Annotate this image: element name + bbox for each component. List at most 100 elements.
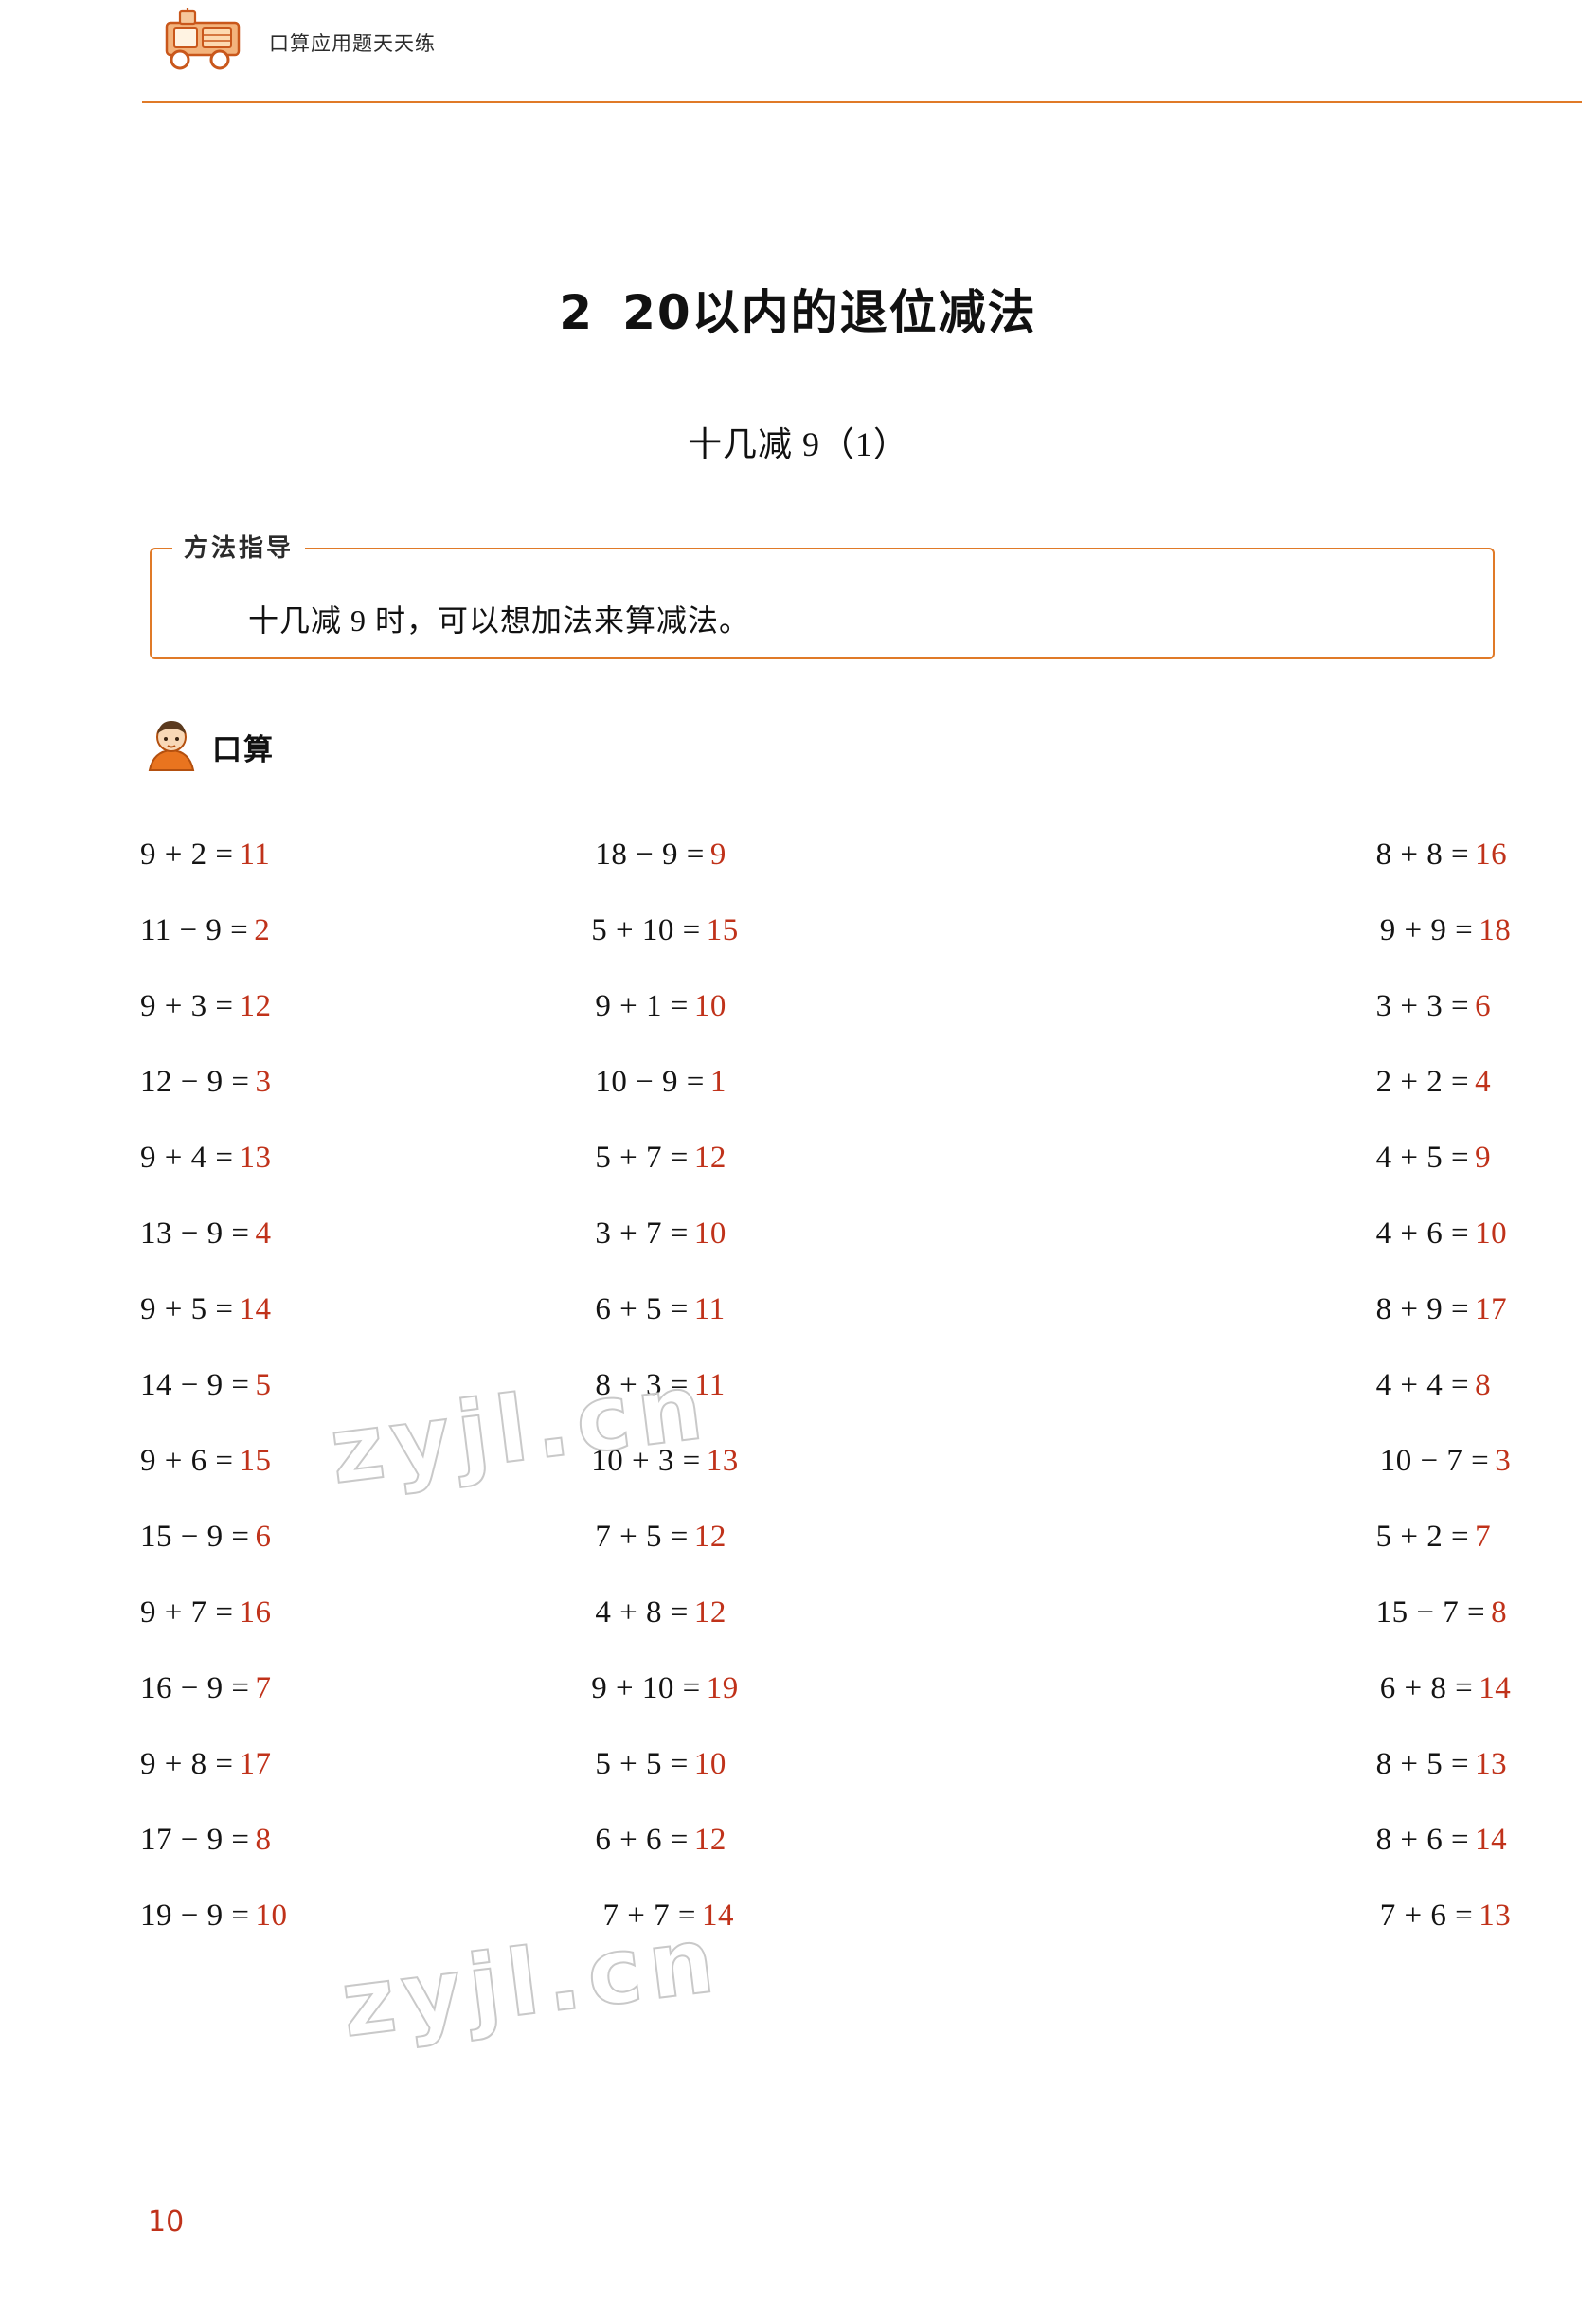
problem-row: 9 + 5 = 14 6 + 5 = 11 8 + 9 = 17 [114,1271,1515,1347]
problem-answer[interactable]: 13 [706,1443,739,1478]
problem-cell: 5 + 7 = 12 [279,1141,734,1176]
problem-row: 11 − 9 = 2 5 + 10 = 15 9 + 9 = 18 [114,892,1515,968]
problem-expression: 5 + 7 = [595,1140,689,1175]
problem-cell: 13 − 9 = 4 [114,1216,279,1252]
header-divider [142,101,1582,103]
problem-answer[interactable]: 13 [1479,1898,1512,1933]
problem-answer[interactable]: 10 [1475,1216,1508,1251]
problem-expression: 4 + 5 = [1375,1140,1470,1175]
problem-answer[interactable]: 15 [706,912,739,947]
problem-cell: 3 + 3 = 6 [735,989,1515,1024]
problem-expression: 8 + 9 = [1375,1291,1470,1326]
problem-cell: 4 + 4 = 8 [735,1368,1515,1403]
problem-answer[interactable]: 1 [709,1064,726,1099]
problem-answer[interactable]: 8 [1475,1367,1492,1402]
problem-answer[interactable]: 10 [255,1898,288,1933]
problem-expression: 4 + 6 = [1375,1216,1470,1251]
problem-expression: 9 + 6 = [140,1443,234,1478]
problem-answer[interactable]: 10 [693,1746,726,1781]
problem-expression: 9 + 5 = [140,1291,234,1326]
problem-cell: 8 + 5 = 13 [735,1747,1515,1782]
problem-answer[interactable]: 10 [693,988,726,1023]
problem-row: 16 − 9 = 7 9 + 10 = 19 6 + 8 = 14 [114,1650,1515,1726]
problem-expression: 6 + 8 = [1379,1670,1474,1705]
problem-cell: 16 − 9 = 7 [114,1671,276,1706]
problem-answer[interactable]: 12 [693,1594,726,1630]
problem-answer[interactable]: 18 [1479,912,1512,947]
problem-expression: 13 − 9 = [140,1216,250,1251]
problem-cell: 9 + 10 = 19 [276,1671,738,1706]
section-title: 十几减 9（1） [687,425,908,463]
problem-expression: 8 + 5 = [1375,1746,1470,1781]
problem-answer[interactable]: 13 [239,1140,272,1175]
problem-answer[interactable]: 17 [1475,1291,1508,1326]
problem-answer[interactable]: 14 [701,1898,734,1933]
problem-answer[interactable]: 12 [693,1519,726,1554]
problem-answer[interactable]: 17 [239,1746,272,1781]
problem-answer[interactable]: 16 [1475,837,1508,872]
problem-cell: 5 + 5 = 10 [279,1747,734,1782]
problem-answer[interactable]: 3 [1495,1443,1512,1478]
problem-cell: 6 + 5 = 11 [279,1292,734,1327]
problem-answer[interactable]: 12 [239,988,272,1023]
problem-cell: 5 + 10 = 15 [276,913,738,948]
problem-expression: 15 − 7 = [1375,1594,1486,1630]
chapter-number: 2 [559,285,595,340]
problem-answer[interactable]: 5 [255,1367,272,1402]
problem-answer[interactable]: 9 [1475,1140,1492,1175]
problem-grid: 9 + 2 = 11 18 − 9 = 9 8 + 8 = 16 11 − 9 = 2 5 + … [114,817,1515,1954]
problem-expression: 16 − 9 = [140,1670,250,1705]
oral-calculation-label: 口算 [212,733,275,767]
problem-answer[interactable]: 14 [1475,1822,1508,1857]
problem-answer[interactable]: 7 [255,1670,272,1705]
problem-answer[interactable]: 3 [255,1064,272,1099]
problem-cell: 4 + 8 = 12 [279,1595,734,1630]
problem-answer[interactable]: 11 [693,1367,726,1402]
problem-row: 9 + 2 = 11 18 − 9 = 9 8 + 8 = 16 [114,817,1515,892]
problem-answer[interactable]: 8 [255,1822,272,1857]
problem-answer[interactable]: 11 [693,1291,726,1326]
problem-answer[interactable]: 11 [239,837,271,872]
problem-cell: 11 − 9 = 2 [114,913,276,948]
problem-cell: 5 + 2 = 7 [735,1520,1515,1555]
problem-answer[interactable]: 9 [709,837,726,872]
book-title: 口算应用题天天练 [263,28,445,57]
problem-row: 14 − 9 = 5 8 + 3 = 11 4 + 4 = 8 [114,1347,1515,1423]
problem-answer[interactable]: 14 [239,1291,272,1326]
problem-answer[interactable]: 4 [255,1216,272,1251]
page-number: 10 [148,2206,185,2239]
problem-answer[interactable]: 4 [1475,1064,1492,1099]
problem-cell: 9 + 2 = 11 [114,837,279,873]
problem-expression: 6 + 5 = [595,1291,689,1326]
problem-cell: 6 + 6 = 12 [279,1823,734,1858]
problem-answer[interactable]: 6 [1475,988,1492,1023]
problem-answer[interactable]: 2 [254,912,271,947]
problem-cell: 8 + 6 = 14 [735,1823,1515,1858]
problem-answer[interactable]: 12 [693,1140,726,1175]
chapter-title-text: 20以内的退位减法 [622,285,1037,340]
problem-answer[interactable]: 10 [693,1216,726,1251]
oral-calculation-heading: 口算 [140,718,519,775]
problem-answer[interactable]: 6 [255,1519,272,1554]
problem-expression: 9 + 1 = [595,988,689,1023]
problem-row: 15 − 9 = 6 7 + 5 = 12 5 + 2 = 7 [114,1499,1515,1575]
problem-cell: 4 + 6 = 10 [735,1216,1515,1252]
problem-expression: 12 − 9 = [140,1064,250,1099]
problem-answer[interactable]: 13 [1475,1746,1508,1781]
problem-cell: 10 − 7 = 3 [739,1444,1515,1479]
problem-expression: 9 + 3 = [140,988,234,1023]
problem-expression: 7 + 6 = [1379,1898,1474,1933]
problem-answer[interactable]: 15 [239,1443,272,1478]
problem-answer[interactable]: 16 [239,1594,272,1630]
problem-row: 9 + 6 = 15 10 + 3 = 13 10 − 7 = 3 [114,1423,1515,1499]
problem-cell: 8 + 9 = 17 [735,1292,1515,1327]
problem-answer[interactable]: 8 [1491,1594,1508,1630]
problem-expression: 18 − 9 = [595,837,705,872]
problem-answer[interactable]: 14 [1479,1670,1512,1705]
problem-answer[interactable]: 7 [1475,1519,1492,1554]
problem-answer[interactable]: 19 [706,1670,739,1705]
problem-expression: 5 + 10 = [591,912,701,947]
problem-row: 19 − 9 = 10 7 + 7 = 14 7 + 6 = 13 [114,1878,1515,1954]
problem-answer[interactable]: 12 [693,1822,726,1857]
problem-expression: 9 + 7 = [140,1594,234,1630]
